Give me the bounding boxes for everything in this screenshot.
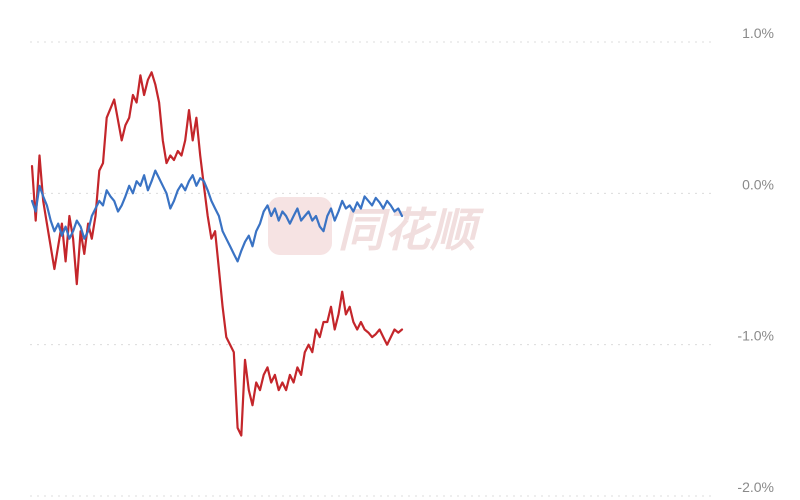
series-layer	[30, 71, 404, 437]
series-line-1	[30, 71, 404, 437]
y-tick-labels: 1.0% 0.0% -1.0% -2.0%	[737, 25, 774, 495]
y-tick-label: -2.0%	[737, 479, 774, 495]
y-tick-label: 1.0%	[742, 25, 774, 41]
watermark: 同花顺	[268, 197, 485, 256]
grid-layer	[30, 41, 715, 497]
watermark-logo-icon	[268, 197, 332, 255]
series-line-2	[30, 169, 404, 263]
y-tick-label: -1.0%	[737, 328, 774, 344]
y-tick-label: 0.0%	[742, 176, 774, 192]
watermark-text: 同花顺	[338, 204, 485, 256]
